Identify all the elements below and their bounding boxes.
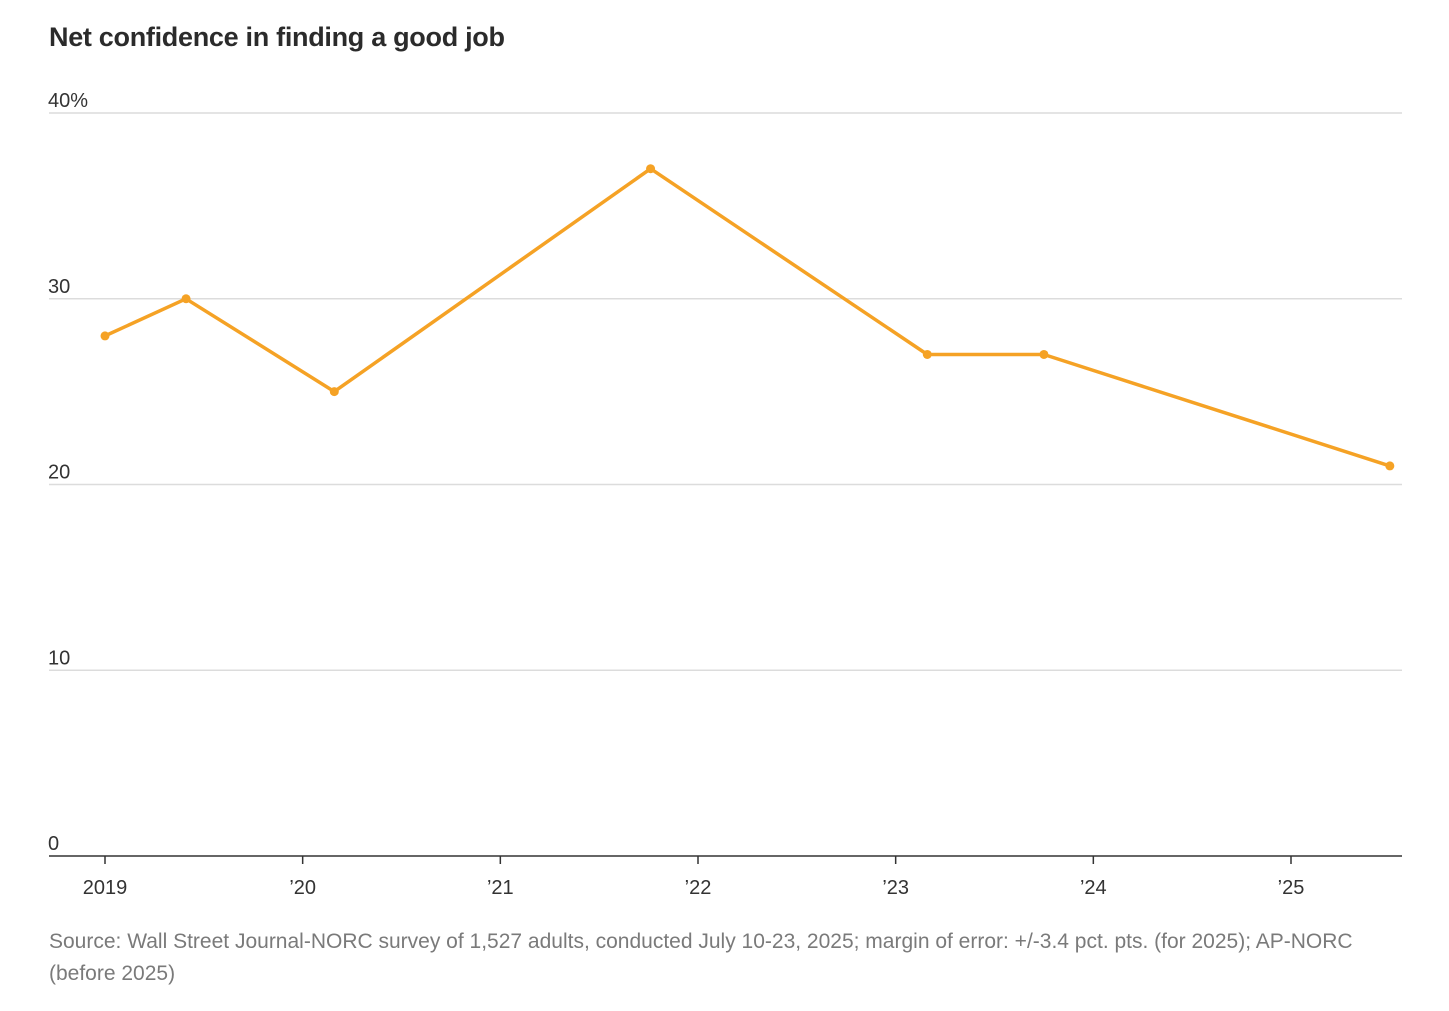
y-tick-label: 30 bbox=[48, 276, 70, 298]
x-tick-label: ’20 bbox=[289, 877, 316, 899]
y-tick-label: 20 bbox=[48, 462, 70, 484]
x-tick-label: ’24 bbox=[1080, 877, 1107, 899]
data-point bbox=[1039, 349, 1049, 359]
x-tick-label: 2019 bbox=[83, 877, 128, 899]
y-tick-label: 40% bbox=[48, 90, 88, 112]
data-point bbox=[922, 349, 932, 359]
x-tick-label: ’21 bbox=[487, 877, 514, 899]
gridlines bbox=[49, 112, 1402, 671]
data-point bbox=[329, 387, 339, 397]
y-tick-label: 0 bbox=[48, 833, 59, 855]
data-point bbox=[1385, 461, 1395, 471]
x-tick-label: ’22 bbox=[685, 877, 712, 899]
chart-title: Net confidence in finding a good job bbox=[49, 22, 505, 52]
data-series bbox=[100, 164, 1395, 471]
x-axis bbox=[49, 855, 1402, 864]
data-point bbox=[100, 331, 110, 341]
y-tick-label: 10 bbox=[48, 647, 70, 669]
data-point bbox=[646, 164, 656, 174]
y-axis-tick-labels: 0 10 20 30 40% bbox=[48, 90, 88, 855]
series-line bbox=[103, 166, 1392, 468]
source-note: Source: Wall Street Journal-NORC survey … bbox=[49, 930, 1353, 985]
x-axis-tick-labels: 2019 ’20 ’21 ’22 ’23 ’24 ’25 bbox=[83, 877, 1305, 899]
x-tick-label: ’25 bbox=[1278, 877, 1305, 899]
x-tick-label: ’23 bbox=[882, 877, 909, 899]
data-point bbox=[181, 294, 191, 304]
